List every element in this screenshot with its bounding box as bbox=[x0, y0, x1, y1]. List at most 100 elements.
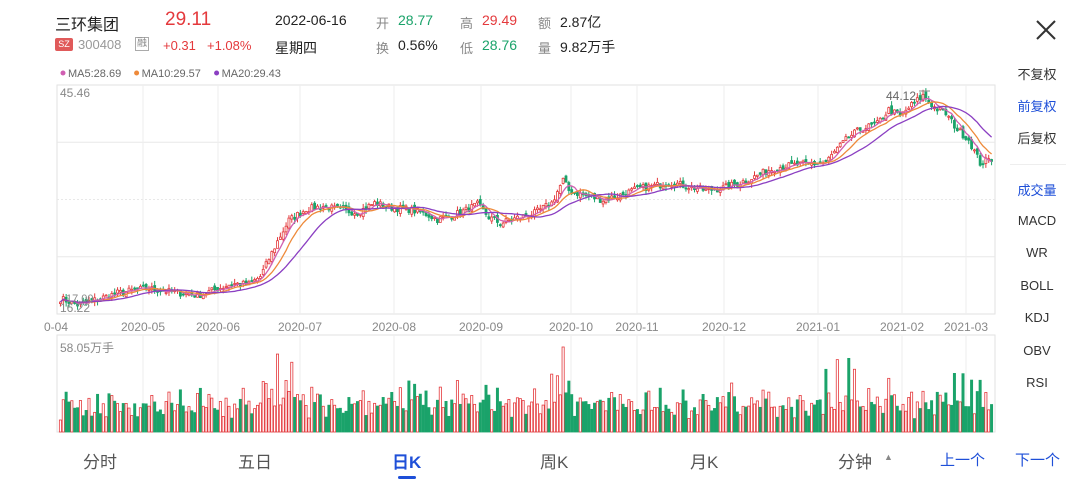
close-button[interactable] bbox=[1030, 14, 1062, 46]
volume-bar bbox=[355, 401, 359, 433]
volume-bar bbox=[710, 410, 714, 433]
minute-dropdown-arrow-icon[interactable]: ▲ bbox=[884, 452, 893, 462]
candle-body bbox=[621, 191, 625, 195]
volume-bar bbox=[975, 391, 979, 433]
volume-bar bbox=[358, 400, 362, 433]
volume-bar bbox=[256, 404, 259, 433]
volume-bar bbox=[438, 386, 442, 433]
period-tab[interactable]: 周K bbox=[540, 453, 569, 472]
quote-value: 2.87亿 bbox=[560, 14, 602, 30]
candle-body bbox=[230, 284, 234, 287]
volume-bar bbox=[273, 405, 277, 433]
candle-body bbox=[398, 205, 402, 214]
period-tab[interactable]: 分时 bbox=[83, 453, 117, 472]
candle-body bbox=[875, 120, 879, 123]
volume-bar bbox=[196, 393, 200, 433]
indicator-option[interactable]: OBV bbox=[1023, 342, 1051, 358]
volume-bar bbox=[90, 415, 94, 433]
indicator-option[interactable]: KDJ bbox=[1024, 310, 1050, 325]
volume-bar bbox=[61, 399, 65, 433]
volume-bar bbox=[930, 400, 934, 433]
volume-bar bbox=[147, 405, 151, 433]
volume-bar bbox=[78, 400, 82, 433]
candle-body bbox=[464, 206, 468, 210]
period-tab[interactable]: 五日 bbox=[238, 453, 272, 472]
adjust-option[interactable]: 不复权 bbox=[1017, 67, 1057, 82]
volume-bar bbox=[607, 397, 611, 433]
candle-body bbox=[273, 248, 277, 254]
candle-body bbox=[284, 225, 288, 233]
volume-bar bbox=[852, 368, 856, 433]
volume-bar bbox=[658, 387, 662, 433]
volume-bar bbox=[801, 400, 805, 433]
volume-bar bbox=[698, 399, 702, 433]
volume-bar bbox=[298, 400, 302, 433]
volume-bar bbox=[270, 388, 274, 433]
volume-bar bbox=[824, 368, 828, 433]
volume-bar bbox=[747, 405, 751, 433]
volume-bar bbox=[390, 391, 394, 433]
candle-body bbox=[276, 240, 279, 249]
volume-bar bbox=[330, 399, 334, 433]
volume-bar bbox=[507, 399, 511, 433]
candle-body bbox=[450, 217, 454, 220]
volume-bar bbox=[344, 410, 348, 433]
volume-bar bbox=[301, 394, 305, 433]
prev-stock-button[interactable]: 上一个 bbox=[940, 452, 986, 469]
candle-body bbox=[944, 108, 948, 116]
candle-body bbox=[793, 162, 796, 165]
kline-chart[interactable]: MA5:28.69 MA10:29.57 MA20:29.43 45.46 16.221… bbox=[0, 60, 1000, 438]
volume-bar bbox=[715, 397, 719, 433]
indicator-option[interactable]: RSI bbox=[1026, 375, 1048, 390]
candle-body bbox=[113, 292, 117, 295]
candle-body bbox=[704, 188, 708, 191]
volume-bar bbox=[898, 410, 902, 433]
candle-body bbox=[213, 285, 217, 291]
candle-body bbox=[350, 211, 354, 216]
volume-bar bbox=[384, 403, 388, 433]
volume-bar bbox=[164, 401, 168, 433]
volume-bar bbox=[541, 404, 545, 433]
adjust-option[interactable]: 后复权 bbox=[1017, 131, 1057, 146]
adjust-option[interactable]: 前复权 bbox=[1017, 99, 1057, 114]
volume-bar bbox=[410, 399, 414, 433]
volume-bar bbox=[584, 401, 588, 433]
volume-bar bbox=[910, 391, 914, 433]
period-tab[interactable]: 分钟 bbox=[838, 453, 872, 472]
indicator-option[interactable]: WR bbox=[1026, 245, 1048, 260]
volume-bar bbox=[153, 401, 157, 433]
legend-entry: MA20:29.43 bbox=[222, 68, 281, 80]
candle-body bbox=[858, 127, 862, 131]
volume-bar bbox=[972, 413, 976, 433]
candle-body bbox=[261, 268, 265, 276]
period-tab[interactable]: 月K bbox=[690, 453, 719, 472]
period-tab[interactable]: 日K bbox=[392, 453, 422, 472]
candle-body bbox=[653, 183, 656, 186]
volume-bar bbox=[753, 403, 756, 433]
volume-bar bbox=[664, 404, 668, 433]
candle-body bbox=[281, 231, 285, 240]
indicator-option[interactable]: 成交量 bbox=[1017, 183, 1057, 198]
volume-bar bbox=[578, 397, 582, 433]
volume-bar bbox=[350, 403, 354, 433]
candle-body bbox=[487, 216, 491, 220]
volume-bar bbox=[847, 357, 851, 433]
volume-bar bbox=[493, 410, 497, 433]
volume-bar bbox=[435, 399, 439, 433]
volume-bar bbox=[118, 411, 122, 433]
indicator-option[interactable]: BOLL bbox=[1020, 277, 1054, 293]
next-stock-button[interactable]: 下一个 bbox=[1015, 452, 1061, 469]
volume-bar bbox=[984, 392, 988, 433]
volume-bar bbox=[810, 402, 814, 433]
candle-body bbox=[576, 192, 579, 196]
volume-bar bbox=[921, 390, 925, 433]
candle-body bbox=[476, 200, 479, 204]
indicator-option[interactable]: MACD bbox=[1017, 212, 1057, 228]
volume-bar bbox=[915, 401, 919, 433]
volume-bar bbox=[598, 399, 602, 433]
candle-body bbox=[964, 136, 968, 140]
volume-bar bbox=[864, 409, 868, 433]
candle-body bbox=[978, 155, 982, 166]
legend-swatch bbox=[60, 70, 66, 76]
y-min-tick-label: 16.22 bbox=[60, 301, 90, 315]
